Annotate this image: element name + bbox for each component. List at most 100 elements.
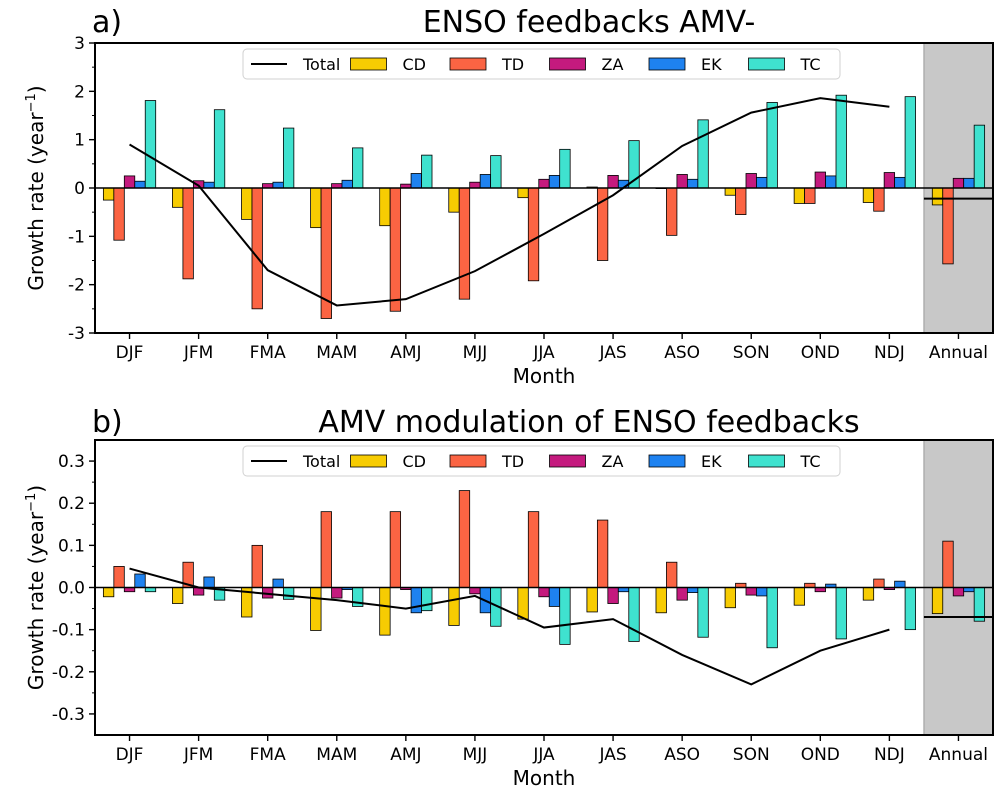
bar-td-amj: [389, 187, 402, 312]
bar-td-mjj: [458, 187, 471, 300]
bar-td-annual: [942, 540, 954, 588]
bar-ek-jja: [548, 175, 561, 189]
bar-td-mjj: [458, 490, 471, 588]
legend-label-cd: CD: [403, 55, 427, 74]
bar-cd-jas: [586, 587, 598, 613]
x-tick-label-djf: DJF: [116, 745, 144, 765]
y-axis-label-close: ): [24, 85, 48, 93]
y-tick-label: -0.2: [52, 663, 85, 683]
bar-tc-ndj: [904, 96, 916, 189]
y-axis-label: Growth rate (year−1): [24, 85, 48, 290]
bar-cd-jja: [517, 587, 529, 620]
legend-label-tc: TC: [800, 55, 821, 74]
x-tick-label-son: SON: [733, 343, 770, 363]
y-tick-label: -3: [68, 324, 85, 344]
bar-tc-son: [766, 102, 778, 189]
legend-swatch-ek: [648, 57, 686, 71]
bar-za-jas: [607, 175, 619, 189]
x-tick-label-fma: FMA: [250, 343, 286, 363]
x-tick-label-amj: AMJ: [390, 745, 421, 765]
bar-ek-ond: [825, 175, 837, 189]
bar-td-son: [735, 187, 747, 215]
bar-cd-djf: [102, 187, 115, 201]
bar-cd-mam: [310, 587, 322, 631]
bar-cd-ndj: [862, 187, 875, 203]
y-axis-label: Growth rate (year−1): [24, 485, 48, 690]
bar-ek-fma: [272, 181, 284, 189]
bar-td-djf: [113, 566, 125, 588]
legend-swatch-td: [449, 454, 487, 468]
legend-label-za: ZA: [602, 452, 624, 471]
x-tick-label-ond: OND: [801, 745, 840, 765]
bar-td-djf: [113, 187, 125, 241]
legend: Total CD TD ZA EK TC: [242, 48, 841, 80]
legend-label-total: Total: [302, 452, 340, 471]
bar-za-annual: [952, 587, 965, 597]
bar-tc-fma: [282, 587, 295, 600]
bar-td-jas: [596, 519, 609, 588]
bar-za-jja: [538, 178, 550, 189]
bar-ek-mjj: [479, 174, 492, 189]
x-tick-label-jja: JJA: [532, 343, 555, 363]
x-tick-label-aso: ASO: [664, 745, 700, 765]
legend-swatch-za: [549, 454, 586, 468]
bar-cd-mjj: [448, 587, 460, 626]
bar-tc-amj: [421, 587, 433, 612]
x-axis-label: Month: [513, 364, 576, 388]
legend-label-td: TD: [501, 55, 524, 74]
bar-cd-jja: [517, 187, 529, 199]
bar-ek-djf: [134, 180, 146, 189]
legend-swatch-za: [549, 57, 586, 71]
bar-ek-jja: [548, 587, 561, 607]
panel-a: -3 -2 -1 0 1 2 3 DJF JFM FMA MAM AMJ MJJ JJA JAS ASO SON…: [24, 5, 994, 388]
bar-za-aso: [676, 587, 688, 601]
y-tick-label: 0.1: [58, 536, 85, 556]
legend-swatch-tc: [748, 454, 785, 468]
x-tick-label-mam: MAM: [316, 343, 357, 363]
x-tick-label-annual: Annual: [929, 745, 988, 765]
bar-cd-son: [724, 587, 736, 609]
bar-cd-mjj: [448, 187, 460, 213]
bar-ek-ndj: [894, 580, 906, 588]
bar-cd-jfm: [172, 187, 184, 208]
bar-za-mjj: [469, 587, 481, 595]
panel-label: a): [92, 5, 122, 40]
bar-tc-annual: [973, 124, 986, 189]
x-tick-label-mam: MAM: [316, 745, 357, 765]
bar-ek-djf: [134, 573, 146, 588]
bar-tc-jfm: [213, 109, 226, 189]
bar-ek-annual: [963, 177, 975, 189]
legend-swatch-ek: [648, 454, 686, 468]
legend-swatch-td: [449, 57, 487, 71]
bar-cd-fma: [241, 187, 253, 220]
x-tick-label-jfm: JFM: [183, 745, 213, 765]
y-tick-label: 0.3: [58, 452, 85, 472]
bar-cd-annual: [931, 587, 944, 615]
bar-td-jja: [527, 511, 540, 588]
x-tick-label-annual: Annual: [929, 343, 988, 363]
x-tick-label-ndj: NDJ: [874, 745, 905, 765]
bar-td-mam: [320, 511, 332, 588]
bar-za-aso: [676, 174, 688, 189]
bar-tc-mam: [352, 147, 364, 189]
bar-cd-ond: [793, 587, 806, 606]
x-tick-label-son: SON: [733, 745, 770, 765]
bar-ek-ndj: [894, 176, 906, 189]
y-tick-label: 1: [74, 131, 85, 151]
bar-za-jas: [607, 587, 619, 604]
y-tick-label: 0: [74, 179, 85, 199]
bar-td-jja: [527, 187, 540, 282]
legend-label-tc: TC: [800, 452, 821, 471]
legend-label-total: Total: [302, 55, 340, 74]
y-tick-label: 0.0: [58, 579, 85, 599]
x-tick-label-aso: ASO: [664, 343, 700, 363]
bar-tc-jas: [628, 587, 640, 642]
panel-title: ENSO feedbacks AMV-: [423, 5, 756, 40]
bar-ek-jfm: [203, 576, 215, 588]
bar-cd-ndj: [862, 587, 875, 601]
legend-swatch-cd: [350, 454, 387, 468]
y-axis-label-sup: −1: [24, 493, 39, 512]
y-tick-label: -2: [68, 276, 85, 296]
bar-td-fma: [251, 187, 263, 310]
